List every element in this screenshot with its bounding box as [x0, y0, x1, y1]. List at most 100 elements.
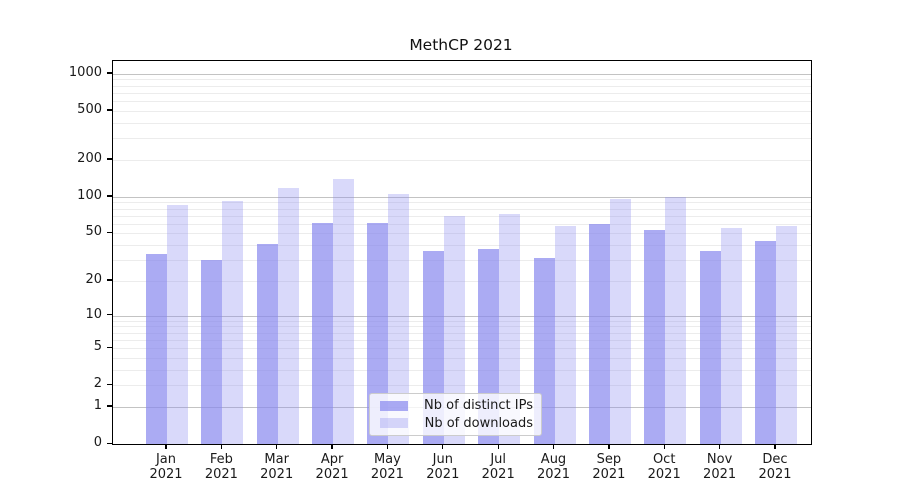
bar-feb-distinct-ips	[201, 260, 223, 444]
gridline-20	[113, 280, 811, 282]
y-tick-label-2: 2	[93, 376, 102, 392]
gridline-400	[113, 122, 811, 124]
bar-feb-downloads	[222, 201, 244, 444]
gridline-500	[113, 110, 811, 112]
gridline-100	[113, 196, 811, 198]
bar-nov-distinct-ips	[699, 250, 721, 444]
x-tick-mark-may	[386, 444, 389, 449]
legend-label-downloads: Nb of downloads	[424, 415, 533, 431]
bar-may-distinct-ips	[367, 222, 389, 444]
x-tick-mark-jun	[442, 444, 444, 449]
bar-mar-distinct-ips	[256, 243, 278, 444]
chart-title: MethCP 2021	[409, 36, 513, 54]
x-tick-label-jul: Jul 2021	[481, 452, 515, 482]
bar-dec-downloads	[776, 225, 797, 444]
gridline-3	[113, 369, 811, 371]
y-tick-label-20: 20	[85, 271, 102, 287]
bar-dec-distinct-ips	[755, 241, 776, 444]
x-tick-mark-mar	[276, 444, 278, 449]
x-tick-mark-nov	[718, 444, 721, 449]
bar-jan-downloads	[167, 204, 188, 444]
y-tick-label-500: 500	[77, 101, 102, 117]
gridline-80	[113, 208, 811, 210]
y-tick-mark-200	[107, 158, 112, 160]
gridline-10	[113, 315, 811, 317]
x-tick-mark-apr	[331, 444, 333, 449]
gridline-50	[113, 233, 811, 235]
y-tick-label-0: 0	[93, 435, 102, 450]
legend-swatch-distinct-ips	[380, 400, 408, 411]
bars-layer	[113, 61, 811, 444]
legend-row-downloads: Nb of downloads	[380, 416, 533, 431]
bar-nov-downloads	[720, 228, 742, 444]
x-tick-label-feb: Feb 2021	[204, 452, 238, 482]
gridline-60	[113, 223, 811, 225]
y-tick-mark-100	[107, 195, 112, 197]
x-tick-mark-feb	[220, 444, 223, 449]
y-tick-mark-5	[107, 346, 112, 348]
y-tick-mark-50	[107, 231, 112, 234]
gridline-700	[113, 92, 811, 94]
gridline-40	[113, 245, 811, 246]
x-tick-mark-jan	[165, 444, 167, 449]
x-tick-label-aug: Aug 2021	[536, 452, 571, 482]
legend-label-distinct-ips: Nb of distinct IPs	[424, 398, 533, 414]
x-tick-mark-dec	[774, 444, 776, 449]
bar-apr-downloads	[333, 179, 355, 444]
gridline-4	[113, 357, 811, 359]
gridline-900	[113, 79, 811, 81]
gridline-70	[113, 215, 811, 217]
bar-may-downloads	[388, 194, 410, 444]
gridlines-layer	[113, 61, 811, 444]
gridline-30	[113, 260, 811, 261]
x-tick-label-nov: Nov 2021	[703, 452, 737, 482]
y-tick-mark-10	[107, 314, 112, 316]
gridline-800	[113, 85, 811, 87]
x-tick-label-sep: Sep 2021	[592, 452, 626, 482]
gridline-5	[113, 348, 811, 349]
bar-aug-downloads	[554, 226, 576, 444]
gridline-200	[113, 159, 811, 161]
y-tick-mark-1	[107, 405, 112, 407]
y-tick-label-10: 10	[85, 306, 102, 322]
legend-row-ips: Nb of distinct IPs	[380, 398, 533, 413]
y-tick-mark-500	[107, 109, 112, 111]
gridline-90	[113, 202, 811, 204]
y-tick-label-5: 5	[93, 339, 102, 354]
gridline-300	[113, 138, 811, 140]
y-tick-mark-1000	[107, 72, 112, 74]
y-tick-label-100: 100	[77, 187, 102, 203]
y-tick-label-1000: 1000	[68, 64, 102, 80]
gridline-7	[113, 332, 811, 334]
y-tick-mark-0	[107, 442, 112, 444]
bar-mar-downloads	[277, 188, 299, 444]
x-tick-label-oct: Oct 2021	[647, 452, 681, 482]
gridline-9	[113, 320, 811, 322]
bar-sep-downloads	[609, 198, 631, 444]
x-tick-label-apr: Apr 2021	[315, 452, 349, 482]
y-tick-mark-20	[107, 279, 112, 281]
gridline-2	[113, 385, 811, 387]
y-tick-label-200: 200	[77, 150, 102, 166]
bar-oct-downloads	[665, 196, 687, 444]
bar-apr-distinct-ips	[312, 222, 334, 444]
x-tick-mark-aug	[552, 444, 555, 449]
x-tick-label-jun: Jun 2021	[426, 452, 460, 482]
bar-jun-downloads	[443, 216, 465, 444]
gridline-8	[113, 326, 811, 328]
gridline-6	[113, 339, 811, 341]
x-tick-mark-oct	[663, 444, 665, 449]
y-tick-mark-2	[107, 383, 112, 385]
x-tick-label-dec: Dec 2021	[758, 452, 792, 482]
legend: Nb of distinct IPs Nb of downloads	[369, 393, 542, 436]
bar-sep-distinct-ips	[588, 223, 610, 444]
x-tick-label-jan: Jan 2021	[149, 452, 183, 482]
x-tick-label-may: May 2021	[370, 452, 404, 482]
legend-swatch-downloads	[380, 418, 408, 429]
y-tick-label-50: 50	[85, 224, 102, 240]
x-tick-mark-sep	[608, 444, 610, 449]
gridline-1000	[113, 73, 811, 75]
gridline-600	[113, 101, 811, 103]
x-tick-label-mar: Mar 2021	[260, 452, 294, 482]
